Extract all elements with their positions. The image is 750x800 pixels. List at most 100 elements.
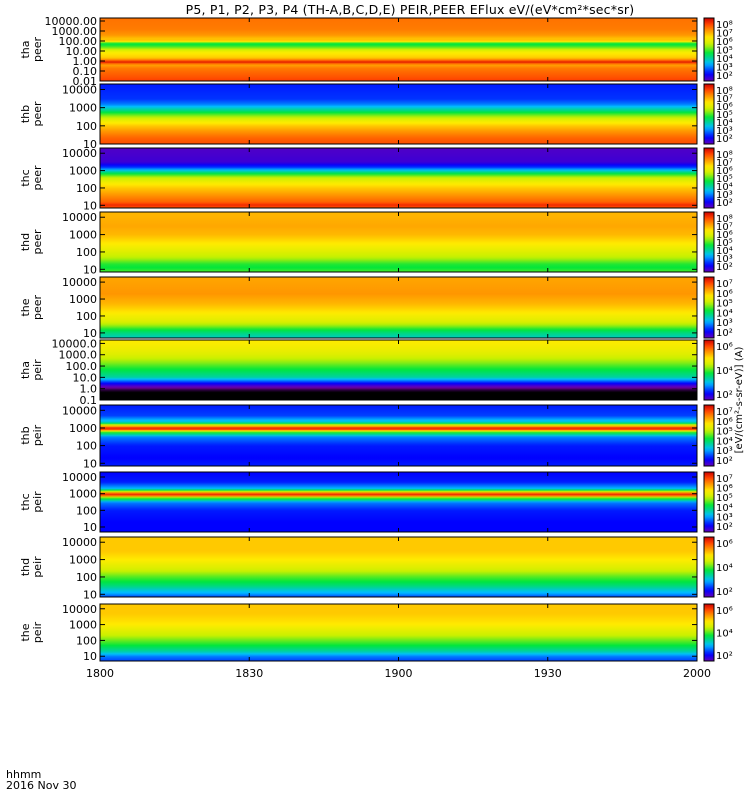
y-tick-label: 0.10 <box>73 65 98 78</box>
y-tick-label: 1000 <box>69 554 97 567</box>
y-axis-label: peer <box>31 165 44 191</box>
colorbar-tick-label: 10³ <box>716 318 733 329</box>
y-tick-label: 100.0 <box>66 360 98 373</box>
y-axis-label: peer <box>31 295 44 321</box>
colorbar-tick-label: 10³ <box>716 512 733 523</box>
panel-thd-peir: 10000 1000 100 10 thd peir 10⁶ 10⁴ 10² <box>19 536 733 601</box>
y-axis-label: peer <box>31 37 44 63</box>
colorbar-tick-label: 10⁵ <box>716 46 733 57</box>
colorbar-tick-label: 10² <box>716 587 733 598</box>
colorbar-tick-label: 10² <box>716 71 733 82</box>
y-tick-label: 1000.00 <box>52 25 98 38</box>
colorbar: 10⁶ 10⁴ 10² <box>703 339 733 401</box>
y-tick-label: 1000 <box>69 293 97 306</box>
colorbar-tick-label: 10² <box>716 651 733 662</box>
y-tick-label: 10 <box>83 521 97 534</box>
colorbar-tick-label: 10⁶ <box>716 606 733 617</box>
colorbar-tick-label: 10³ <box>716 190 733 201</box>
y-axis-label: peir <box>31 491 44 513</box>
colorbar-tick-label: 10⁴ <box>716 366 733 377</box>
colorbar-tick-label: 10⁵ <box>716 427 733 438</box>
colorbar-tick-label: 10⁸ <box>716 20 733 31</box>
y-tick-label: 10000 <box>62 83 97 96</box>
y-tick-label: 10 <box>83 588 97 601</box>
x-tick-label: 2000 <box>683 667 711 680</box>
colorbar-tick-label: 10⁶ <box>716 484 733 495</box>
y-tick-label: 10 <box>83 263 97 276</box>
colorbar-tick-label: 10⁷ <box>716 279 733 290</box>
y-tick-label: 1000 <box>69 165 97 178</box>
colorbar-tick-label: 10² <box>716 134 733 145</box>
heatmap-field <box>100 537 697 597</box>
colorbar-tick-label: 10⁷ <box>716 94 733 105</box>
colorbar-tick-label: 10⁴ <box>716 629 733 640</box>
colorbar-tick-label: 10⁷ <box>716 29 733 40</box>
y-tick-label: 1000 <box>69 102 97 115</box>
y-tick-label: 100 <box>76 310 97 323</box>
colorbar-tick-label: 10³ <box>716 446 733 457</box>
colorbar-tick-label: 10² <box>716 456 733 467</box>
y-tick-label: 1000.0 <box>59 349 98 362</box>
colorbar-tick-label: 10⁷ <box>716 474 733 485</box>
y-tick-label: 10000.0 <box>52 337 98 350</box>
colorbar-tick-label: 10³ <box>716 254 733 265</box>
colorbar-tick-label: 10⁶ <box>716 417 733 428</box>
colorbar-tick-label: 10² <box>716 198 733 209</box>
colorbar-tick-label: 10⁴ <box>716 182 733 193</box>
y-tick-label: 10 <box>83 650 97 663</box>
x-tick-label: 1930 <box>534 667 562 680</box>
y-tick-label: 10000 <box>62 471 97 484</box>
y-axis-label: thc <box>19 169 32 186</box>
colorbar-tick-label: 10⁶ <box>716 166 733 177</box>
y-tick-label: 100 <box>76 634 97 647</box>
colorbar-scale <box>703 536 715 598</box>
y-axis-label: the <box>19 298 32 316</box>
y-tick-label: 10 <box>83 138 97 151</box>
colorbar-tick-label: 10⁵ <box>716 238 733 249</box>
figure-title: P5, P1, P2, P3, P4 (TH-A,B,C,D,E) PEIR,P… <box>185 2 635 17</box>
y-tick-label: 10.0 <box>73 371 98 384</box>
colorbar-tick-label: 10³ <box>716 126 733 137</box>
y-tick-label: 100 <box>76 182 97 195</box>
colorbar-tick-label: 10⁸ <box>716 150 733 161</box>
y-tick-label: 0.01 <box>73 75 98 88</box>
colorbar-tick-label: 10⁵ <box>716 299 733 310</box>
heatmap-field <box>100 472 697 532</box>
colorbar-tick-label: 10⁶ <box>716 37 733 48</box>
colorbar-scale <box>703 211 715 273</box>
y-tick-label: 10 <box>83 327 97 340</box>
y-tick-label: 0.1 <box>80 394 98 407</box>
colorbar-tick-label: 10² <box>716 262 733 273</box>
y-axis-label: the <box>19 623 32 641</box>
y-axis-label: peir <box>31 424 44 446</box>
colorbar-tick-label: 10⁴ <box>716 118 733 129</box>
colorbar-tick-label: 10³ <box>716 63 733 74</box>
x-tick-label: 1800 <box>86 667 114 680</box>
colorbar-tick-label: 10² <box>716 328 733 339</box>
colorbar-tick-label: 10⁴ <box>716 54 733 65</box>
y-tick-label: 100 <box>76 440 97 453</box>
colorbar-tick-label: 10⁵ <box>716 110 733 121</box>
colorbar-tick-label: 10⁶ <box>716 230 733 241</box>
y-axis-label: tha <box>19 40 32 58</box>
x-tick-label: 1900 <box>385 667 413 680</box>
heatmap-field <box>100 212 697 272</box>
colorbar-scale <box>703 276 715 339</box>
panel-thd-peer: 10000 1000 100 10 thd peer 10⁸10⁷10⁶10⁵10⁴10³1… <box>19 211 733 276</box>
colorbar-tick-label: 10⁶ <box>716 539 733 550</box>
colorbar-scale <box>703 404 715 467</box>
colorbar-tick-label: 10⁶ <box>716 342 733 353</box>
heatmap-field <box>100 84 697 144</box>
y-tick-label: 10000 <box>62 276 97 289</box>
colorbar-tick-label: 10⁴ <box>716 563 733 574</box>
colorbar: 10⁶ 10⁴ 10² <box>703 603 733 662</box>
